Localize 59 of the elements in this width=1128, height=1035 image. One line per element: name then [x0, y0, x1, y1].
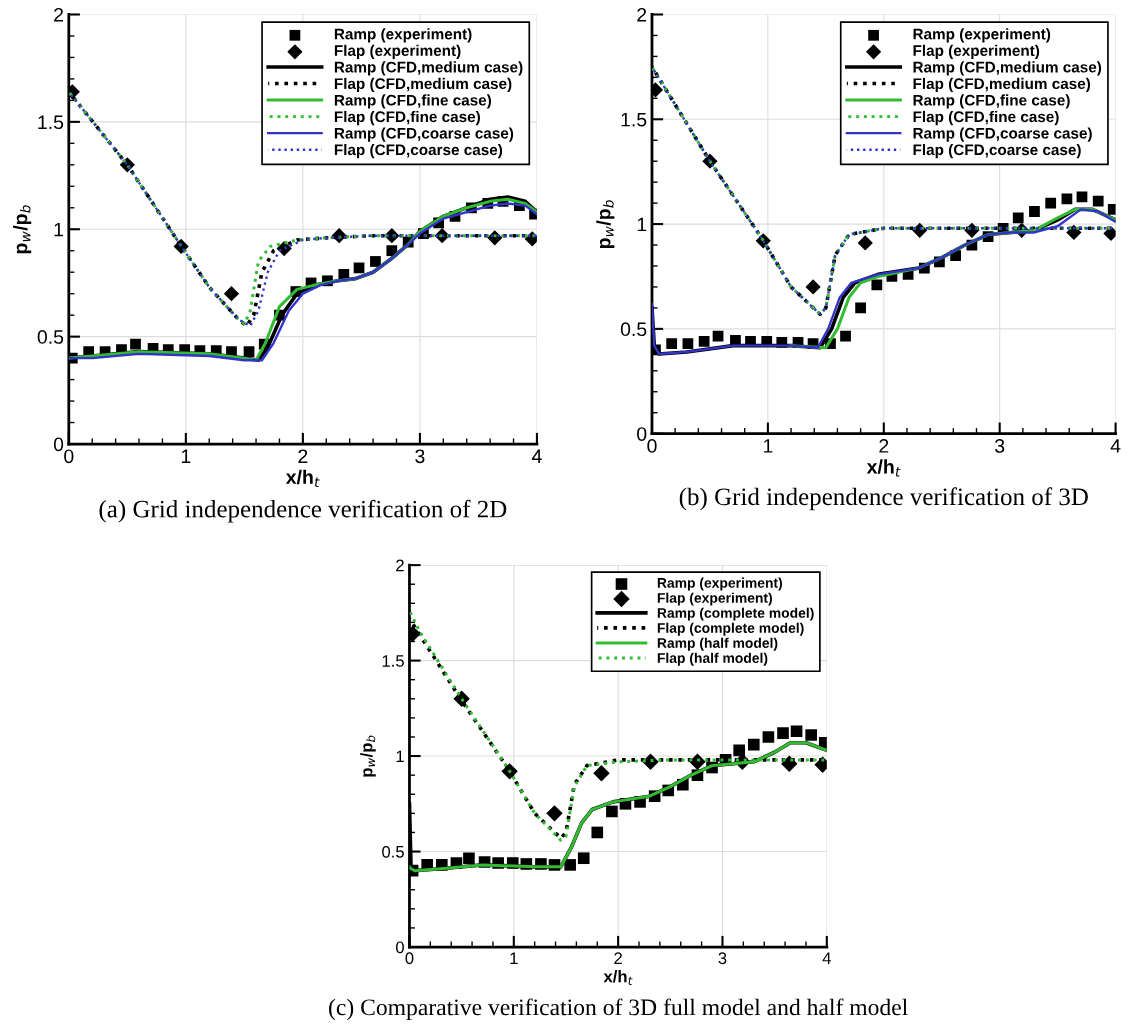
legend-label: Flap (experiment): [334, 44, 461, 60]
y-tick-label: 2: [396, 559, 404, 572]
y-tick-label: 1.5: [621, 112, 647, 127]
x-axis-title: x/h$_{t}$: [866, 459, 901, 477]
y-tick-label: 0.5: [37, 330, 64, 344]
x-axis-title: x/h$_{t}$: [285, 469, 320, 487]
y-tick-label: 2: [54, 7, 63, 22]
legend-label: Flap (experiment): [913, 44, 1040, 60]
y-tick-label: 2: [637, 7, 647, 22]
legend-label: Ramp (half model): [657, 637, 778, 651]
legend-label: Flap (CFD,coarse case): [913, 143, 1081, 159]
x-tick-label: 0: [64, 449, 74, 464]
legend-label: Ramp (CFD,coarse case): [334, 127, 514, 142]
legend-label: Flap (complete model): [657, 622, 804, 636]
y-tick-label: 1.5: [382, 655, 404, 667]
y-tick-label: 0.5: [382, 845, 404, 858]
legend-label: Flap (CFD,fine case): [334, 110, 480, 126]
legend-label: Ramp (CFD,fine case): [334, 94, 492, 109]
legend-label: Flap (CFD,medium case): [334, 77, 512, 93]
x-tick-label: 4: [822, 952, 831, 964]
x-tick-label: 2: [298, 449, 308, 463]
y-tick-label: 0: [637, 427, 647, 441]
x-tick-label: 3: [718, 952, 727, 965]
x-tick-label: 2: [879, 439, 889, 453]
x-tick-label: 0: [647, 439, 657, 453]
legend-label: Ramp (CFD,coarse case): [913, 127, 1092, 142]
x-tick-label: 3: [995, 439, 1005, 453]
y-tick-label: 1: [54, 222, 63, 237]
y-tick-label: 0: [395, 941, 404, 954]
y-tick-label: 1.5: [38, 115, 64, 130]
y-tick-label: 1: [396, 750, 404, 763]
y-axis-title: p$_{w}$/p$_{b}$: [596, 200, 615, 249]
text: (a) Grid independence verification of 2D: [99, 499, 507, 523]
x-axis-title: x/h$_{t}$: [603, 970, 633, 985]
legend-label: Flap (half model): [657, 652, 768, 666]
x-tick-label: 3: [415, 449, 425, 464]
y-axis-title: p$_{w}$/p$_{b}$: [13, 205, 32, 254]
legend-label: Ramp (CFD,fine case): [913, 94, 1070, 109]
legend-label: Flap (CFD,medium case): [913, 77, 1091, 93]
text: (c) Comparative verification of 3D full model and half model: [329, 998, 908, 1021]
legend-label: Flap (CFD,coarse case): [334, 143, 503, 159]
y-tick-label: 0.5: [620, 322, 647, 337]
legend-label: Ramp (CFD,medium case): [334, 61, 523, 76]
legend-label: Ramp (experiment): [334, 28, 472, 43]
text: (b) Grid independence verification of 3D: [679, 487, 1088, 511]
y-axis-title: p$_{w}$/p$_{b}$: [360, 735, 376, 777]
y-tick-label: 1: [637, 217, 647, 232]
x-tick-label: 4: [1110, 439, 1121, 453]
x-tick-label: 0: [405, 952, 414, 965]
x-tick-label: 4: [531, 449, 542, 463]
legend-label: Ramp (experiment): [913, 28, 1051, 43]
x-tick-label: 1: [181, 449, 191, 463]
legend-label: Ramp (experiment): [657, 577, 783, 591]
legend-label: Flap (CFD,fine case): [913, 110, 1059, 126]
x-tick-label: 1: [763, 439, 773, 453]
x-tick-label: 1: [510, 952, 518, 964]
legend-label: Ramp (complete model): [657, 607, 814, 621]
legend-label: Ramp (CFD,medium case): [913, 61, 1102, 76]
legend-label: Flap (experiment): [657, 592, 772, 606]
